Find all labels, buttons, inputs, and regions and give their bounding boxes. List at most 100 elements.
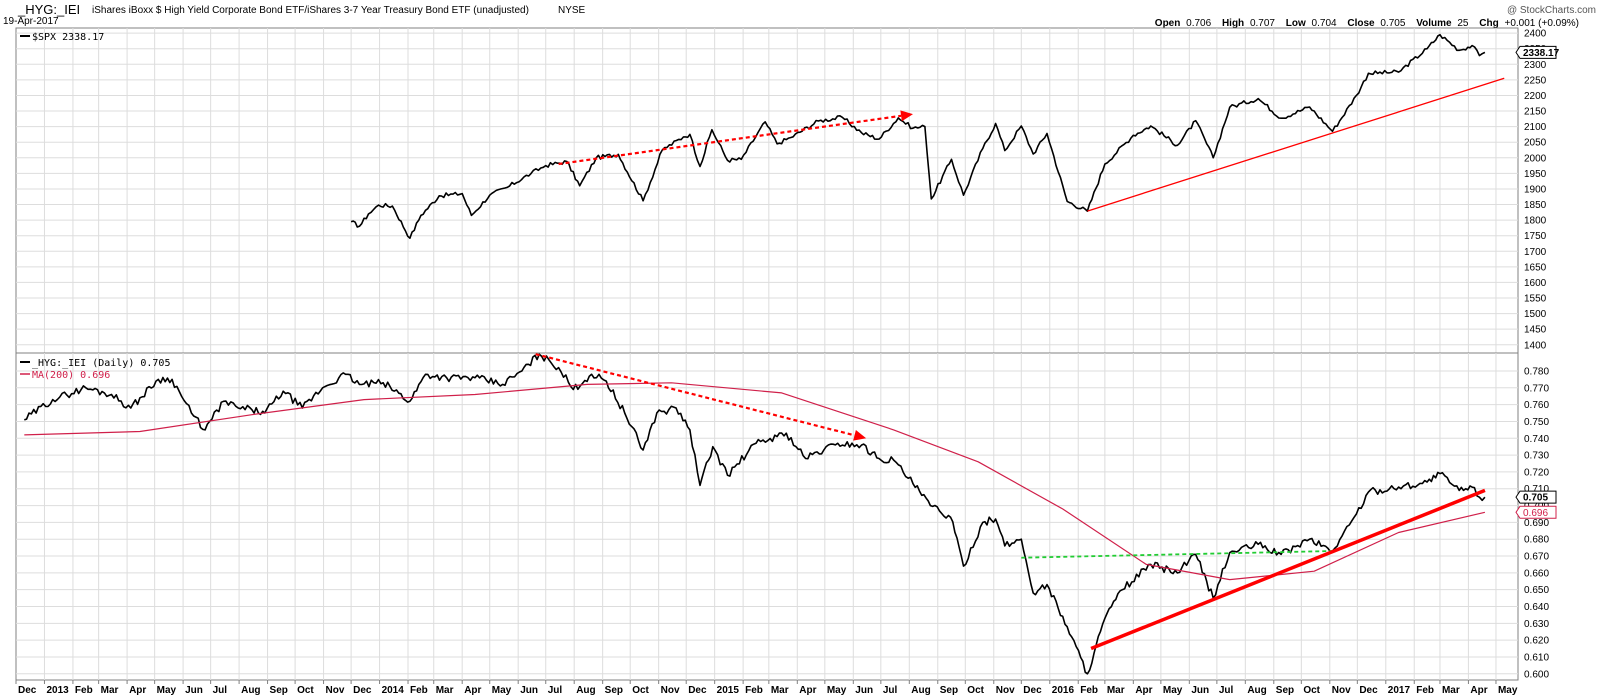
top-y-tick-label: 1850 bbox=[1524, 200, 1547, 211]
x-tick-label: Feb bbox=[75, 685, 93, 696]
bot-y-tick-label: 0.630 bbox=[1524, 619, 1549, 630]
x-tick-label: Oct bbox=[297, 685, 314, 696]
high-label: High bbox=[1222, 18, 1244, 29]
top-y-tick-label: 2400 bbox=[1524, 29, 1547, 40]
x-tick-label: Nov bbox=[996, 685, 1015, 696]
x-tick-label: Nov bbox=[1332, 685, 1351, 696]
bot-y-tick-label: 0.770 bbox=[1524, 383, 1549, 394]
top-y-tick-label: 1500 bbox=[1524, 309, 1547, 320]
ratio-y-axis: 0.600 0.610 0.620 0.630 0.640 0.650 0.660 0.670… bbox=[1515, 366, 1557, 680]
top-y-tick-label: 2100 bbox=[1524, 122, 1547, 133]
x-tick-label: Apr bbox=[1470, 685, 1487, 696]
top-y-tick-label: 1900 bbox=[1524, 184, 1547, 195]
ratio-panel: 0.600 0.610 0.620 0.630 0.640 0.650 0.660 0.670… bbox=[15, 352, 1557, 681]
x-tick-label: Dec bbox=[18, 685, 37, 696]
x-tick-label: Oct bbox=[967, 685, 984, 696]
x-tick-label: Jun bbox=[520, 685, 538, 696]
x-tick-label: Nov bbox=[661, 685, 680, 696]
header-symbol: _HYG:_IEI bbox=[17, 2, 80, 17]
x-tick-label: Feb bbox=[1080, 685, 1098, 696]
spx-y-axis: 1400 1450 1500 1550 1600 1650 1700 1750 1800 1850… bbox=[1515, 29, 1560, 351]
x-tick-label: Jul bbox=[1219, 685, 1234, 696]
top-price-line bbox=[350, 33, 1486, 239]
x-tick-label: 2014 bbox=[382, 685, 405, 696]
spx-legend-label: $SPX 2338.17 bbox=[32, 32, 104, 43]
bot-y-tick-label: 0.750 bbox=[1524, 417, 1549, 428]
top-y-tick-label: 2250 bbox=[1524, 75, 1547, 86]
volume-label: Volume bbox=[1416, 18, 1452, 29]
volume-value: 25 bbox=[1457, 18, 1469, 29]
x-tick-label: Jul bbox=[213, 685, 228, 696]
x-tick-label: Mar bbox=[771, 685, 789, 696]
x-tick-label: Aug bbox=[576, 685, 595, 696]
svg-text:0.696: 0.696 bbox=[1523, 508, 1548, 519]
open-value: 0.706 bbox=[1186, 18, 1211, 29]
bot-y-tick-label: 0.600 bbox=[1524, 669, 1549, 680]
bot-y-tick-label: 0.740 bbox=[1524, 434, 1549, 445]
ohlc-readout: Open 0.706 High 0.707 Low 0.704 Close 0.… bbox=[1155, 18, 1579, 29]
x-tick-label: Feb bbox=[745, 685, 763, 696]
stockcharts-watermark: @ StockCharts.com bbox=[1507, 5, 1596, 16]
x-tick-label: May bbox=[1498, 685, 1518, 696]
x-tick-label: Oct bbox=[632, 685, 649, 696]
svg-text:0.705: 0.705 bbox=[1523, 493, 1548, 504]
bot-y-tick-label: 0.660 bbox=[1524, 568, 1549, 579]
bot-y-tick-label: 0.760 bbox=[1524, 400, 1549, 411]
x-tick-label: May bbox=[827, 685, 847, 696]
top-dashed-arrow bbox=[558, 114, 902, 166]
svg-text:2338.17: 2338.17 bbox=[1523, 48, 1560, 59]
chg-label: Chg bbox=[1479, 18, 1498, 29]
x-tick-label: Dec bbox=[353, 685, 372, 696]
spx-annotations bbox=[558, 77, 1505, 212]
bot-y-tick-label: 0.720 bbox=[1524, 467, 1549, 478]
top-y-tick-label: 1800 bbox=[1524, 216, 1547, 227]
top-y-tick-label: 1950 bbox=[1524, 169, 1547, 180]
x-tick-label: Jun bbox=[185, 685, 203, 696]
top-y-tick-label: 1400 bbox=[1524, 340, 1547, 351]
ratio-legend: _HYG:_IEI (Daily) 0.705 MA(200) 0.696 bbox=[20, 358, 170, 381]
x-tick-label: 2017 bbox=[1388, 685, 1411, 696]
top-y-tick-label: 2000 bbox=[1524, 153, 1547, 164]
x-tick-label: Dec bbox=[688, 685, 707, 696]
x-tick-label: Mar bbox=[1107, 685, 1125, 696]
bot-y-tick-label: 0.670 bbox=[1524, 552, 1549, 563]
date-x-axis: Dec 2013 Feb Mar Apr May Jun Jul Aug Sep Oct Nov Dec… bbox=[15, 680, 1518, 696]
x-tick-label: Jun bbox=[855, 685, 873, 696]
ma-legend-label: MA(200) 0.696 bbox=[32, 370, 110, 381]
open-label: Open bbox=[1155, 18, 1181, 29]
bot-y-tick-label: 0.730 bbox=[1524, 451, 1549, 462]
header-date: 19-Apr-2017 bbox=[3, 16, 59, 27]
x-tick-label: Aug bbox=[1247, 685, 1266, 696]
header-description: iShares iBoxx $ High Yield Corporate Bon… bbox=[92, 5, 529, 16]
top-y-tick-label: 1650 bbox=[1524, 262, 1547, 273]
ratio-legend-label: _HYG:_IEI (Daily) 0.705 bbox=[32, 358, 170, 369]
ratio-panel-frame bbox=[15, 352, 1519, 681]
x-tick-label: 2013 bbox=[46, 685, 69, 696]
low-value: 0.704 bbox=[1312, 18, 1337, 29]
bot-y-tick-label: 0.680 bbox=[1524, 535, 1549, 546]
x-tick-label: May bbox=[492, 685, 512, 696]
x-tick-label: Feb bbox=[1416, 685, 1434, 696]
chg-value: +0.001 (+0.09%) bbox=[1505, 18, 1580, 29]
x-tick-label: Mar bbox=[436, 685, 454, 696]
bot-last-value-tag: 0.696 bbox=[1515, 505, 1557, 519]
top-last-value-tag: 2338.17 bbox=[1515, 45, 1560, 59]
x-tick-label: Mar bbox=[1442, 685, 1460, 696]
x-tick-label: Sep bbox=[605, 685, 623, 696]
x-tick-label: Jul bbox=[548, 685, 563, 696]
ratio-annotations bbox=[535, 353, 1486, 651]
bot-y-tick-label: 0.690 bbox=[1524, 518, 1549, 529]
x-tick-label: Apr bbox=[464, 685, 481, 696]
chart-header: _HYG:_IEI iShares iBoxx $ High Yield Cor… bbox=[3, 2, 1596, 29]
x-tick-label: 2015 bbox=[717, 685, 740, 696]
close-label: Close bbox=[1347, 18, 1375, 29]
top-y-tick-label: 2050 bbox=[1524, 138, 1547, 149]
bot-y-tick-label: 0.640 bbox=[1524, 602, 1549, 613]
top-arrow-head bbox=[900, 110, 913, 122]
x-tick-label: Sep bbox=[270, 685, 288, 696]
top-y-tick-label: 2300 bbox=[1524, 60, 1547, 71]
bot-price-line bbox=[24, 353, 1486, 675]
spx-series bbox=[350, 33, 1486, 239]
x-tick-label: Aug bbox=[241, 685, 260, 696]
bot-trendline bbox=[1090, 488, 1486, 651]
